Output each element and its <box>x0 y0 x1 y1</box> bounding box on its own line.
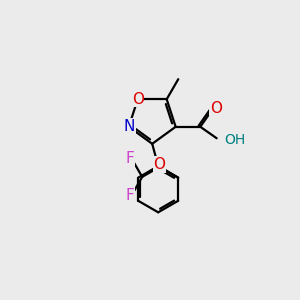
Text: N: N <box>124 118 135 134</box>
Text: O: O <box>210 101 222 116</box>
Text: O: O <box>132 92 144 107</box>
Text: F: F <box>125 151 134 166</box>
Text: OH: OH <box>224 133 246 147</box>
Text: F: F <box>125 188 134 203</box>
Text: O: O <box>154 157 166 172</box>
